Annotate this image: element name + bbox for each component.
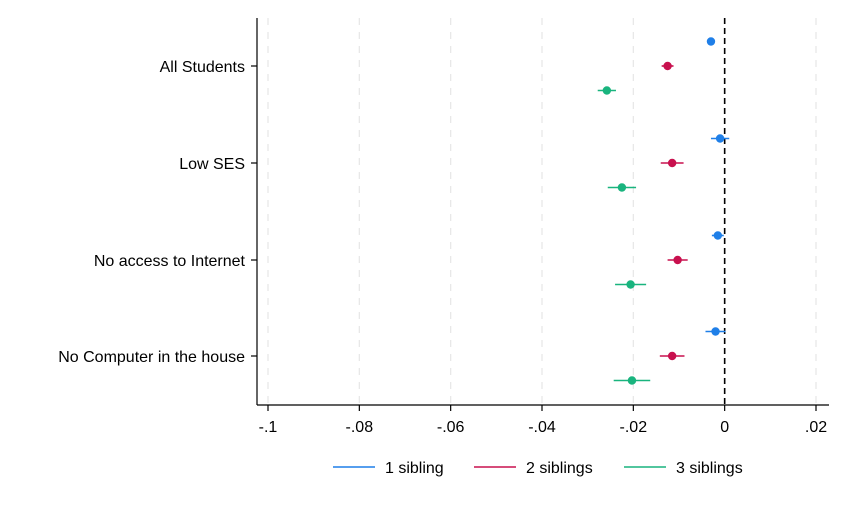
data-point xyxy=(667,158,677,168)
data-point xyxy=(673,255,682,265)
axis-labels: -.1 -.08 -.06 -.04 -.02 0 .02 All Students Low S… xyxy=(58,59,827,436)
category-label: No access to Internet xyxy=(94,253,246,270)
x-tick-label: -.08 xyxy=(346,419,374,436)
x-tick-label: .02 xyxy=(805,419,827,436)
data-point xyxy=(667,351,677,361)
x-tick-label: -.06 xyxy=(437,419,465,436)
legend-label: 2 siblings xyxy=(526,460,593,477)
data-point xyxy=(626,280,635,289)
category-label: No Computer in the house xyxy=(58,349,245,366)
legend-label: 3 siblings xyxy=(676,460,743,477)
grid-lines xyxy=(267,18,817,405)
axes xyxy=(251,18,829,411)
data-marks xyxy=(597,37,730,385)
data-point xyxy=(713,231,723,240)
legend: 1 sibling 2 siblings 3 siblings xyxy=(333,460,743,477)
x-tick-label: -.02 xyxy=(620,419,648,436)
data-point xyxy=(627,376,637,385)
x-tick-label: -.1 xyxy=(259,419,278,436)
data-point xyxy=(617,183,627,192)
category-label: Low SES xyxy=(179,156,245,173)
x-tick-label: -.04 xyxy=(528,419,556,436)
data-point xyxy=(663,61,672,71)
category-label: All Students xyxy=(160,59,245,76)
data-point xyxy=(706,37,716,46)
data-point xyxy=(711,327,720,336)
data-point xyxy=(602,86,612,95)
legend-label: 1 sibling xyxy=(385,460,444,477)
x-tick-label: 0 xyxy=(720,419,729,436)
data-point xyxy=(715,134,725,143)
